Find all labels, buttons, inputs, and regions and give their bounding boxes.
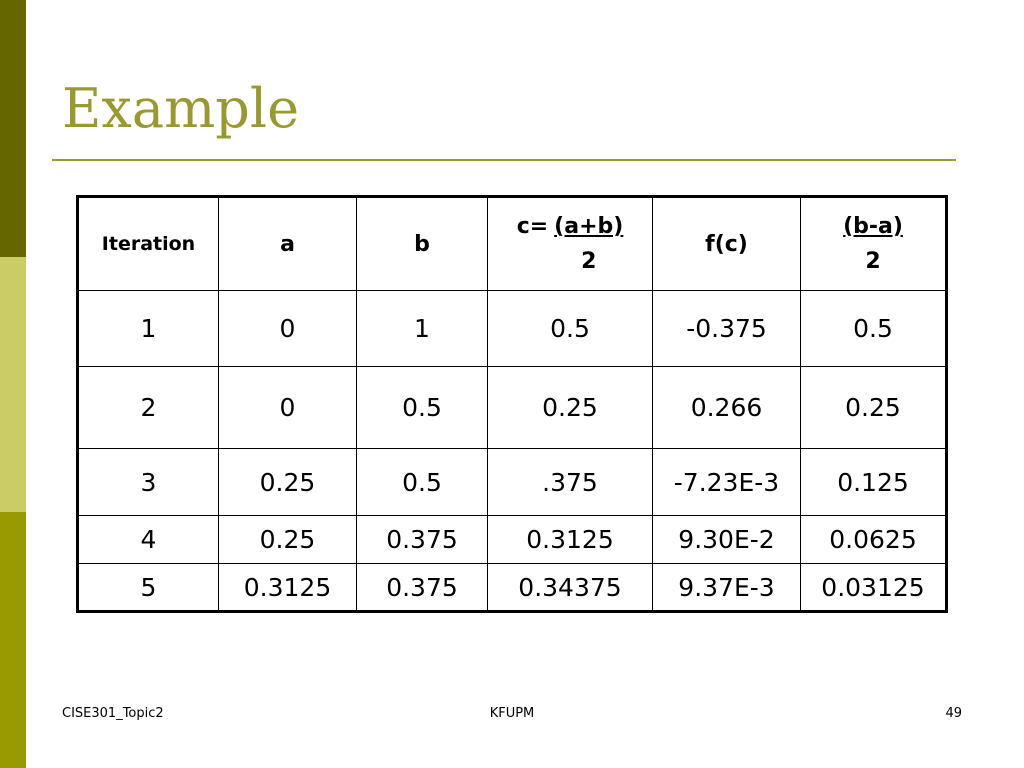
cell-c: 0.5	[487, 290, 653, 367]
table-row: 3 0.25 0.5.375 -7.23E-3 0.125	[77, 448, 947, 516]
page-number: 49	[945, 706, 962, 721]
table-header-row: Iteration a b c= (a+b) 2 f(c) (b-a) 2	[77, 196, 947, 291]
cell-error: 0.125	[800, 448, 947, 516]
cell-c: .375	[487, 448, 653, 516]
cell-a: 0.3125	[218, 563, 357, 612]
cell-b: 0.375	[356, 563, 488, 612]
title-divider	[52, 159, 956, 161]
side-bar-dark	[0, 0, 26, 257]
side-bar-light	[0, 257, 26, 512]
header-error-numerator: (b-a)	[843, 214, 903, 239]
header-a: a	[218, 196, 357, 291]
cell-fc: 0.266	[652, 366, 801, 449]
cell-b: 0.5	[356, 366, 488, 449]
cell-iteration: 1	[77, 290, 219, 367]
cell-b: 1	[356, 290, 488, 367]
table-row: 5 0.3125 0.375 0.34375 9.37E-3 0.03125	[77, 563, 947, 612]
cell-iteration: 4	[77, 515, 219, 564]
cell-b: 0.5	[356, 448, 488, 516]
cell-fc: -0.375	[652, 290, 801, 367]
table-row: 2 0 0.5 0.25 0.266 0.25	[77, 366, 947, 449]
cell-c: 0.25	[487, 366, 653, 449]
cell-iteration: 2	[77, 366, 219, 449]
header-b: b	[356, 196, 488, 291]
cell-a: 0	[218, 366, 357, 449]
header-fc: f(c)	[652, 196, 801, 291]
table-row: 1 0 1 0.5 -0.375 0.5	[77, 290, 947, 367]
cell-error: 0.0625	[800, 515, 947, 564]
footer-course: CISE301_Topic2	[62, 706, 164, 721]
cell-iteration: 5	[77, 563, 219, 612]
header-error: (b-a) 2	[800, 196, 947, 291]
footer-institution: KFUPM	[489, 706, 535, 721]
cell-fc: -7.23E-3	[652, 448, 801, 516]
cell-error: 0.03125	[800, 563, 947, 612]
header-c-prefix: c=	[516, 214, 549, 239]
cell-error: 0.5	[800, 290, 947, 367]
cell-c: 0.34375	[487, 563, 653, 612]
header-c-denominator: 2	[581, 249, 597, 274]
cell-error: 0.25	[800, 366, 947, 449]
cell-fc: 9.30E-2	[652, 515, 801, 564]
header-iteration: Iteration	[77, 196, 219, 291]
table-row: 4 0.25 0.375 0.3125 9.30E-2 0.0625	[77, 515, 947, 564]
cell-c: 0.3125	[487, 515, 653, 564]
slide-title: Example	[62, 77, 300, 140]
table-body: 1 0 1 0.5 -0.375 0.5 2 0 0.5 0.25 0.266 0.25 3 0.25 0.…	[77, 290, 947, 612]
cell-b: 0.375	[356, 515, 488, 564]
header-c: c= (a+b) 2	[487, 196, 653, 291]
cell-fc: 9.37E-3	[652, 563, 801, 612]
bisection-table: Iteration a b c= (a+b) 2 f(c) (b-a) 2	[76, 195, 948, 613]
cell-iteration: 3	[77, 448, 219, 516]
cell-a: 0	[218, 290, 357, 367]
header-c-numerator: (a+b)	[554, 214, 624, 239]
cell-a: 0.25	[218, 448, 357, 516]
header-error-denominator: 2	[865, 249, 881, 274]
cell-a: 0.25	[218, 515, 357, 564]
side-bar-olive	[0, 512, 26, 768]
